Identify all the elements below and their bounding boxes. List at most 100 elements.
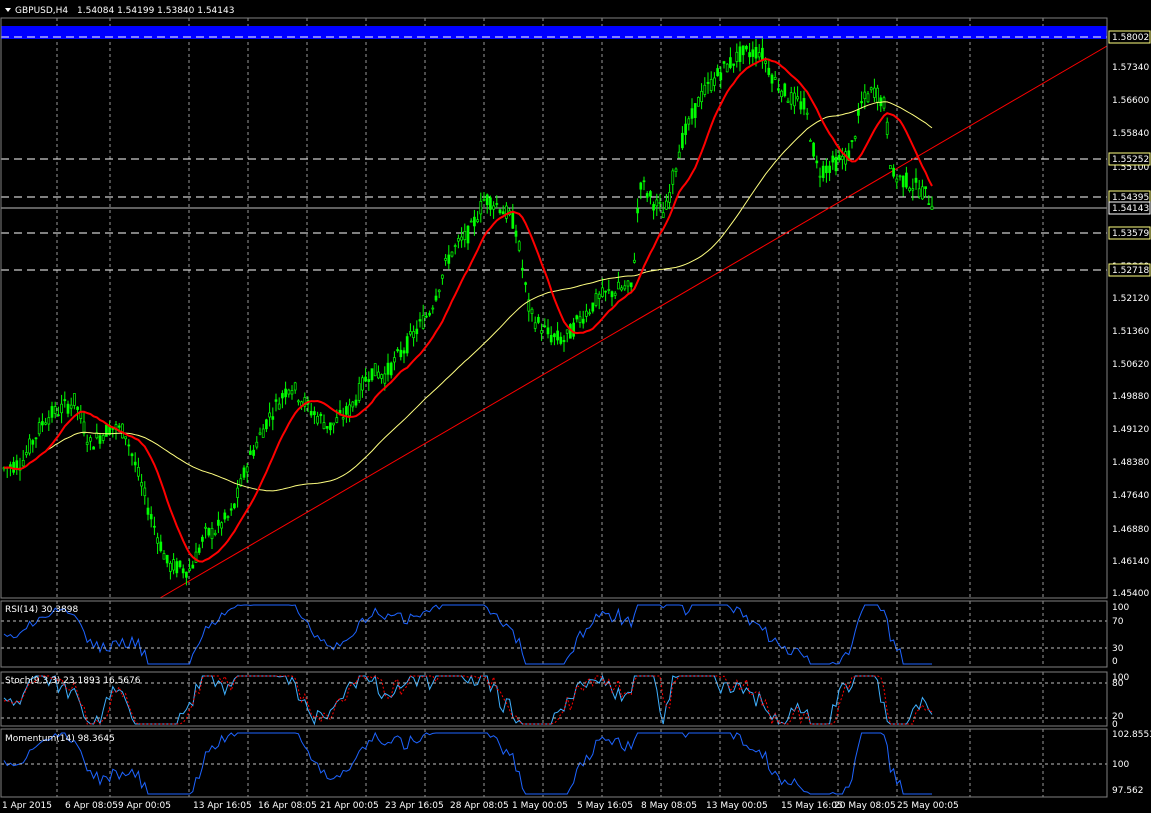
candle-body <box>892 167 895 177</box>
candle-body <box>345 406 348 415</box>
level-tag <box>1108 226 1151 240</box>
level-tag-label: 1.58002 <box>1112 33 1149 43</box>
price-axis-label: 1.57340 <box>1112 63 1149 73</box>
candle-body <box>44 422 47 425</box>
candle-body <box>245 466 249 473</box>
candle-body <box>274 399 278 402</box>
candle-body <box>914 177 918 183</box>
candle-body <box>370 368 374 381</box>
horizontal-levels[interactable] <box>1 36 1107 271</box>
candle-body <box>169 562 172 572</box>
candle-body <box>92 446 95 450</box>
candle-body <box>217 519 220 526</box>
level-tag-label: 1.55252 <box>1112 155 1149 165</box>
candle-body <box>927 203 931 205</box>
candle-body <box>761 47 764 61</box>
candle-body <box>546 327 550 335</box>
candle-body <box>620 287 623 291</box>
candle-body <box>469 220 473 223</box>
candle-body <box>447 254 451 264</box>
candle-body <box>322 422 326 430</box>
price-axis-label: 1.45400 <box>1112 589 1149 599</box>
support-trendline <box>159 45 1108 599</box>
candle-body <box>226 516 230 518</box>
candle-body <box>236 487 239 498</box>
candle-body <box>69 404 73 409</box>
candle-body <box>572 322 575 337</box>
trendline[interactable] <box>159 45 1108 599</box>
candle-body <box>831 155 835 163</box>
rsi-scale-label: 0 <box>1112 657 1118 667</box>
candle-body <box>357 383 361 401</box>
candle-body <box>220 522 223 529</box>
candle-body <box>873 87 876 98</box>
candle-body <box>492 205 495 210</box>
candle-body <box>223 512 227 520</box>
candle-body <box>754 46 758 59</box>
candle-body <box>41 421 44 426</box>
candle-body <box>66 403 70 414</box>
candle-body <box>825 165 828 174</box>
price-axis-label: 1.56600 <box>1112 96 1149 106</box>
candle-body <box>239 478 243 487</box>
candle-body <box>860 101 863 104</box>
price-axis-label: 1.55100 <box>1112 163 1149 173</box>
candle-body <box>229 508 233 511</box>
candle-body <box>153 525 156 528</box>
candle-body <box>706 81 710 84</box>
candle-body <box>133 461 137 466</box>
candle-body <box>409 331 412 335</box>
candle-body <box>809 140 812 142</box>
resistance-band <box>1 26 1107 39</box>
candle-body <box>441 274 444 279</box>
chart-menu-icon[interactable] <box>5 8 11 12</box>
candle-body <box>908 187 911 191</box>
candle-body <box>793 92 796 107</box>
candle-body <box>850 140 854 142</box>
rsi-scale-label: 30 <box>1112 644 1124 654</box>
candle-body <box>533 322 537 329</box>
level-tag <box>1108 152 1151 166</box>
candle-body <box>757 52 761 58</box>
level-tag <box>1108 30 1151 44</box>
time-axis-label: 25 May 00:05 <box>897 801 959 811</box>
candle-body <box>697 97 700 107</box>
candle-body <box>591 302 595 312</box>
candle-body <box>495 203 499 205</box>
candle-body <box>188 568 191 571</box>
candle-body <box>76 406 79 410</box>
candle-body <box>812 142 815 157</box>
candle-body <box>191 564 195 569</box>
candle-body <box>149 514 153 520</box>
price-axis-label: 1.51360 <box>1112 327 1149 337</box>
candle-body <box>738 46 742 62</box>
time-axis-label: 6 Apr 08:05 <box>65 801 118 811</box>
candle-body <box>165 554 169 564</box>
candle-body <box>895 178 899 183</box>
candle-body <box>882 97 886 109</box>
candle-body <box>821 165 825 178</box>
candle-body <box>204 526 207 529</box>
candle-body <box>233 503 236 509</box>
candle-body <box>652 204 655 211</box>
candle-body <box>31 440 35 445</box>
candle-body <box>101 435 105 441</box>
candle-body <box>380 374 383 379</box>
candle-body <box>578 316 582 323</box>
candle-body <box>290 390 294 395</box>
candle-body <box>876 87 879 103</box>
candle-body <box>437 289 441 293</box>
candle-body <box>604 290 607 293</box>
candle-body <box>489 197 492 210</box>
candle-body <box>540 330 543 334</box>
candle-body <box>690 108 694 119</box>
candle-body <box>607 289 611 291</box>
candle-body <box>626 280 630 287</box>
candle-body <box>50 406 54 418</box>
candle-body <box>677 151 681 159</box>
candle-body <box>847 150 851 162</box>
candle-body <box>466 225 470 244</box>
time-axis-label: 8 May 08:05 <box>641 801 697 811</box>
